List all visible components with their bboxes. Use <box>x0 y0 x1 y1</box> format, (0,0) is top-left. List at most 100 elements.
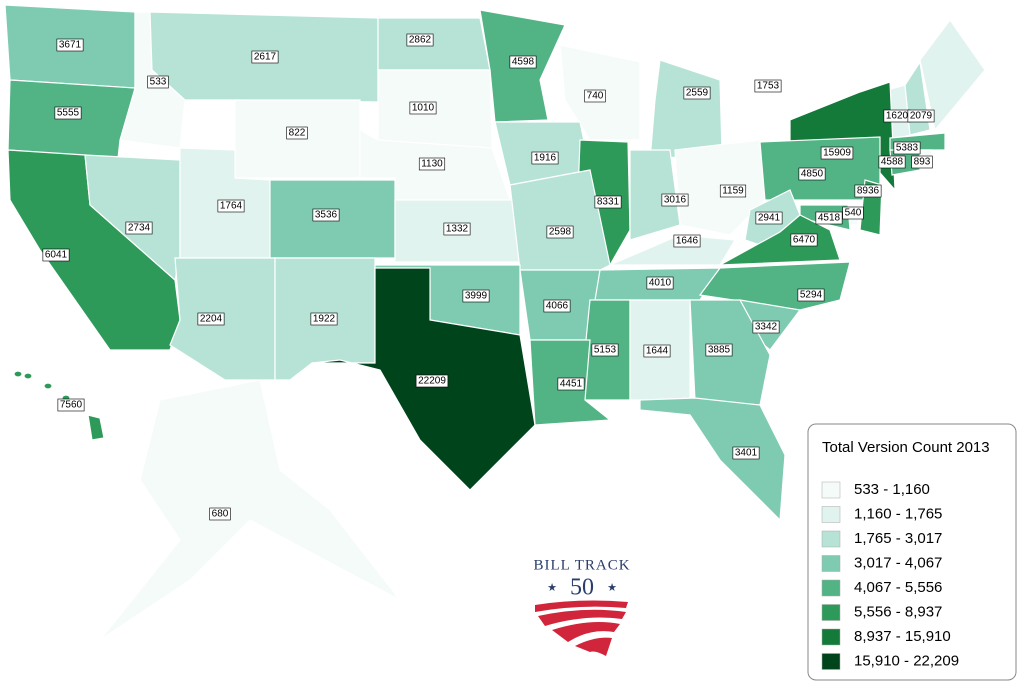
legend-label: 3,017 - 4,067 <box>854 554 942 571</box>
value-label: 2079 <box>910 111 933 122</box>
value-label: 5383 <box>896 143 919 154</box>
value-label: 822 <box>289 128 306 139</box>
value-label-box <box>509 55 537 69</box>
value-label-box <box>418 157 446 171</box>
legend-label: 8,937 - 15,910 <box>854 628 951 645</box>
legend-swatch <box>821 579 841 597</box>
value-label-box <box>798 167 826 181</box>
legend-label: 15,910 - 22,209 <box>854 652 959 669</box>
value-label-box <box>462 289 490 303</box>
state <box>99 379 401 641</box>
value-label-box <box>251 50 279 64</box>
value-label: 7560 <box>60 400 83 411</box>
state <box>377 17 491 71</box>
logo-line1: BILL TRACK <box>533 557 630 573</box>
value-label: 4010 <box>649 278 672 289</box>
value-label: 1753 <box>757 81 780 92</box>
value-label: 15909 <box>823 148 851 159</box>
value-label-box <box>683 86 711 100</box>
legend-swatch <box>821 506 841 523</box>
value-label-box <box>854 184 882 198</box>
value-label-box <box>646 276 674 290</box>
value-label-box <box>643 344 671 358</box>
legend-swatch <box>821 653 841 670</box>
value-label: 6041 <box>45 250 68 261</box>
value-label: 2617 <box>254 52 277 63</box>
value-label-box <box>443 222 471 236</box>
logo-line2: 50 <box>570 575 594 601</box>
value-label: 5294 <box>800 290 823 301</box>
value-label-box <box>893 141 921 155</box>
legend: Total Version Count 2013 533 - 1,160 1,16… <box>807 423 1017 681</box>
value-label-box <box>557 377 585 391</box>
labels: 3671 533 2617 2862 4598 740 2559 1753 1620 2079 55… <box>42 33 935 521</box>
value-label-box <box>54 106 82 120</box>
value-label: 1159 <box>722 186 744 197</box>
value-label-box <box>531 151 559 165</box>
value-label: 3671 <box>59 40 82 51</box>
state <box>649 59 723 161</box>
value-label-box <box>57 398 85 412</box>
value-label-box <box>815 211 843 225</box>
value-label: 22209 <box>418 376 446 387</box>
island <box>23 372 33 380</box>
value-label: 2204 <box>200 314 223 325</box>
value-label-box <box>546 225 574 239</box>
value-label-box <box>842 206 864 220</box>
value-label: 6470 <box>793 235 816 246</box>
state <box>509 169 611 271</box>
value-label-box <box>705 343 733 357</box>
value-label: 1332 <box>446 224 469 235</box>
value-label: 893 <box>914 157 931 168</box>
value-label-box <box>584 89 606 103</box>
legend-items: 533 - 1,160 1,160 - 1,765 1,765 - 3,017 3,0… <box>821 481 959 670</box>
value-label-box <box>42 248 70 262</box>
value-label: 740 <box>587 91 604 102</box>
value-label-box <box>56 38 84 52</box>
state <box>919 18 986 132</box>
state <box>639 397 786 522</box>
value-label-box <box>661 193 689 207</box>
legend-swatch <box>821 481 841 499</box>
value-label-box <box>286 126 308 140</box>
value-label: 3401 <box>735 448 758 459</box>
value-label-box <box>125 221 153 235</box>
value-label-box <box>755 211 783 225</box>
state <box>87 414 105 441</box>
value-label: 3885 <box>708 345 731 356</box>
value-label-box <box>197 312 225 326</box>
legend-box <box>807 423 1017 681</box>
value-label-box <box>147 75 169 89</box>
value-label: 4066 <box>546 301 569 312</box>
value-label: 3999 <box>465 291 488 302</box>
value-label-box <box>820 146 854 160</box>
value-label: 3536 <box>315 210 338 221</box>
logo-star: ★ <box>607 582 617 594</box>
value-label-box <box>209 507 231 521</box>
value-label-box <box>673 234 701 248</box>
value-label: 1646 <box>676 236 699 247</box>
value-label-box <box>790 233 818 247</box>
value-label: 5153 <box>594 345 617 356</box>
value-label: 1620 <box>886 111 909 122</box>
value-label-box <box>415 374 449 388</box>
value-label: 4451 <box>560 379 583 390</box>
value-label: 1916 <box>534 153 557 164</box>
value-label-box <box>217 199 245 213</box>
legend-title: Total Version Count 2013 <box>822 439 990 456</box>
value-label-box <box>878 155 906 169</box>
value-label-box <box>312 208 340 222</box>
value-label-box <box>907 109 935 123</box>
logo-stripes <box>535 600 628 656</box>
legend-label: 533 - 1,160 <box>854 481 930 498</box>
value-label: 3016 <box>664 195 687 206</box>
value-label: 1644 <box>646 346 669 357</box>
value-label: 1010 <box>412 103 435 114</box>
value-label-box <box>543 299 571 313</box>
value-label-box <box>732 446 760 460</box>
value-label: 4588 <box>881 157 904 168</box>
value-label-box <box>911 155 933 169</box>
legend-label: 5,556 - 8,937 <box>854 603 942 620</box>
value-label-box <box>310 312 338 326</box>
